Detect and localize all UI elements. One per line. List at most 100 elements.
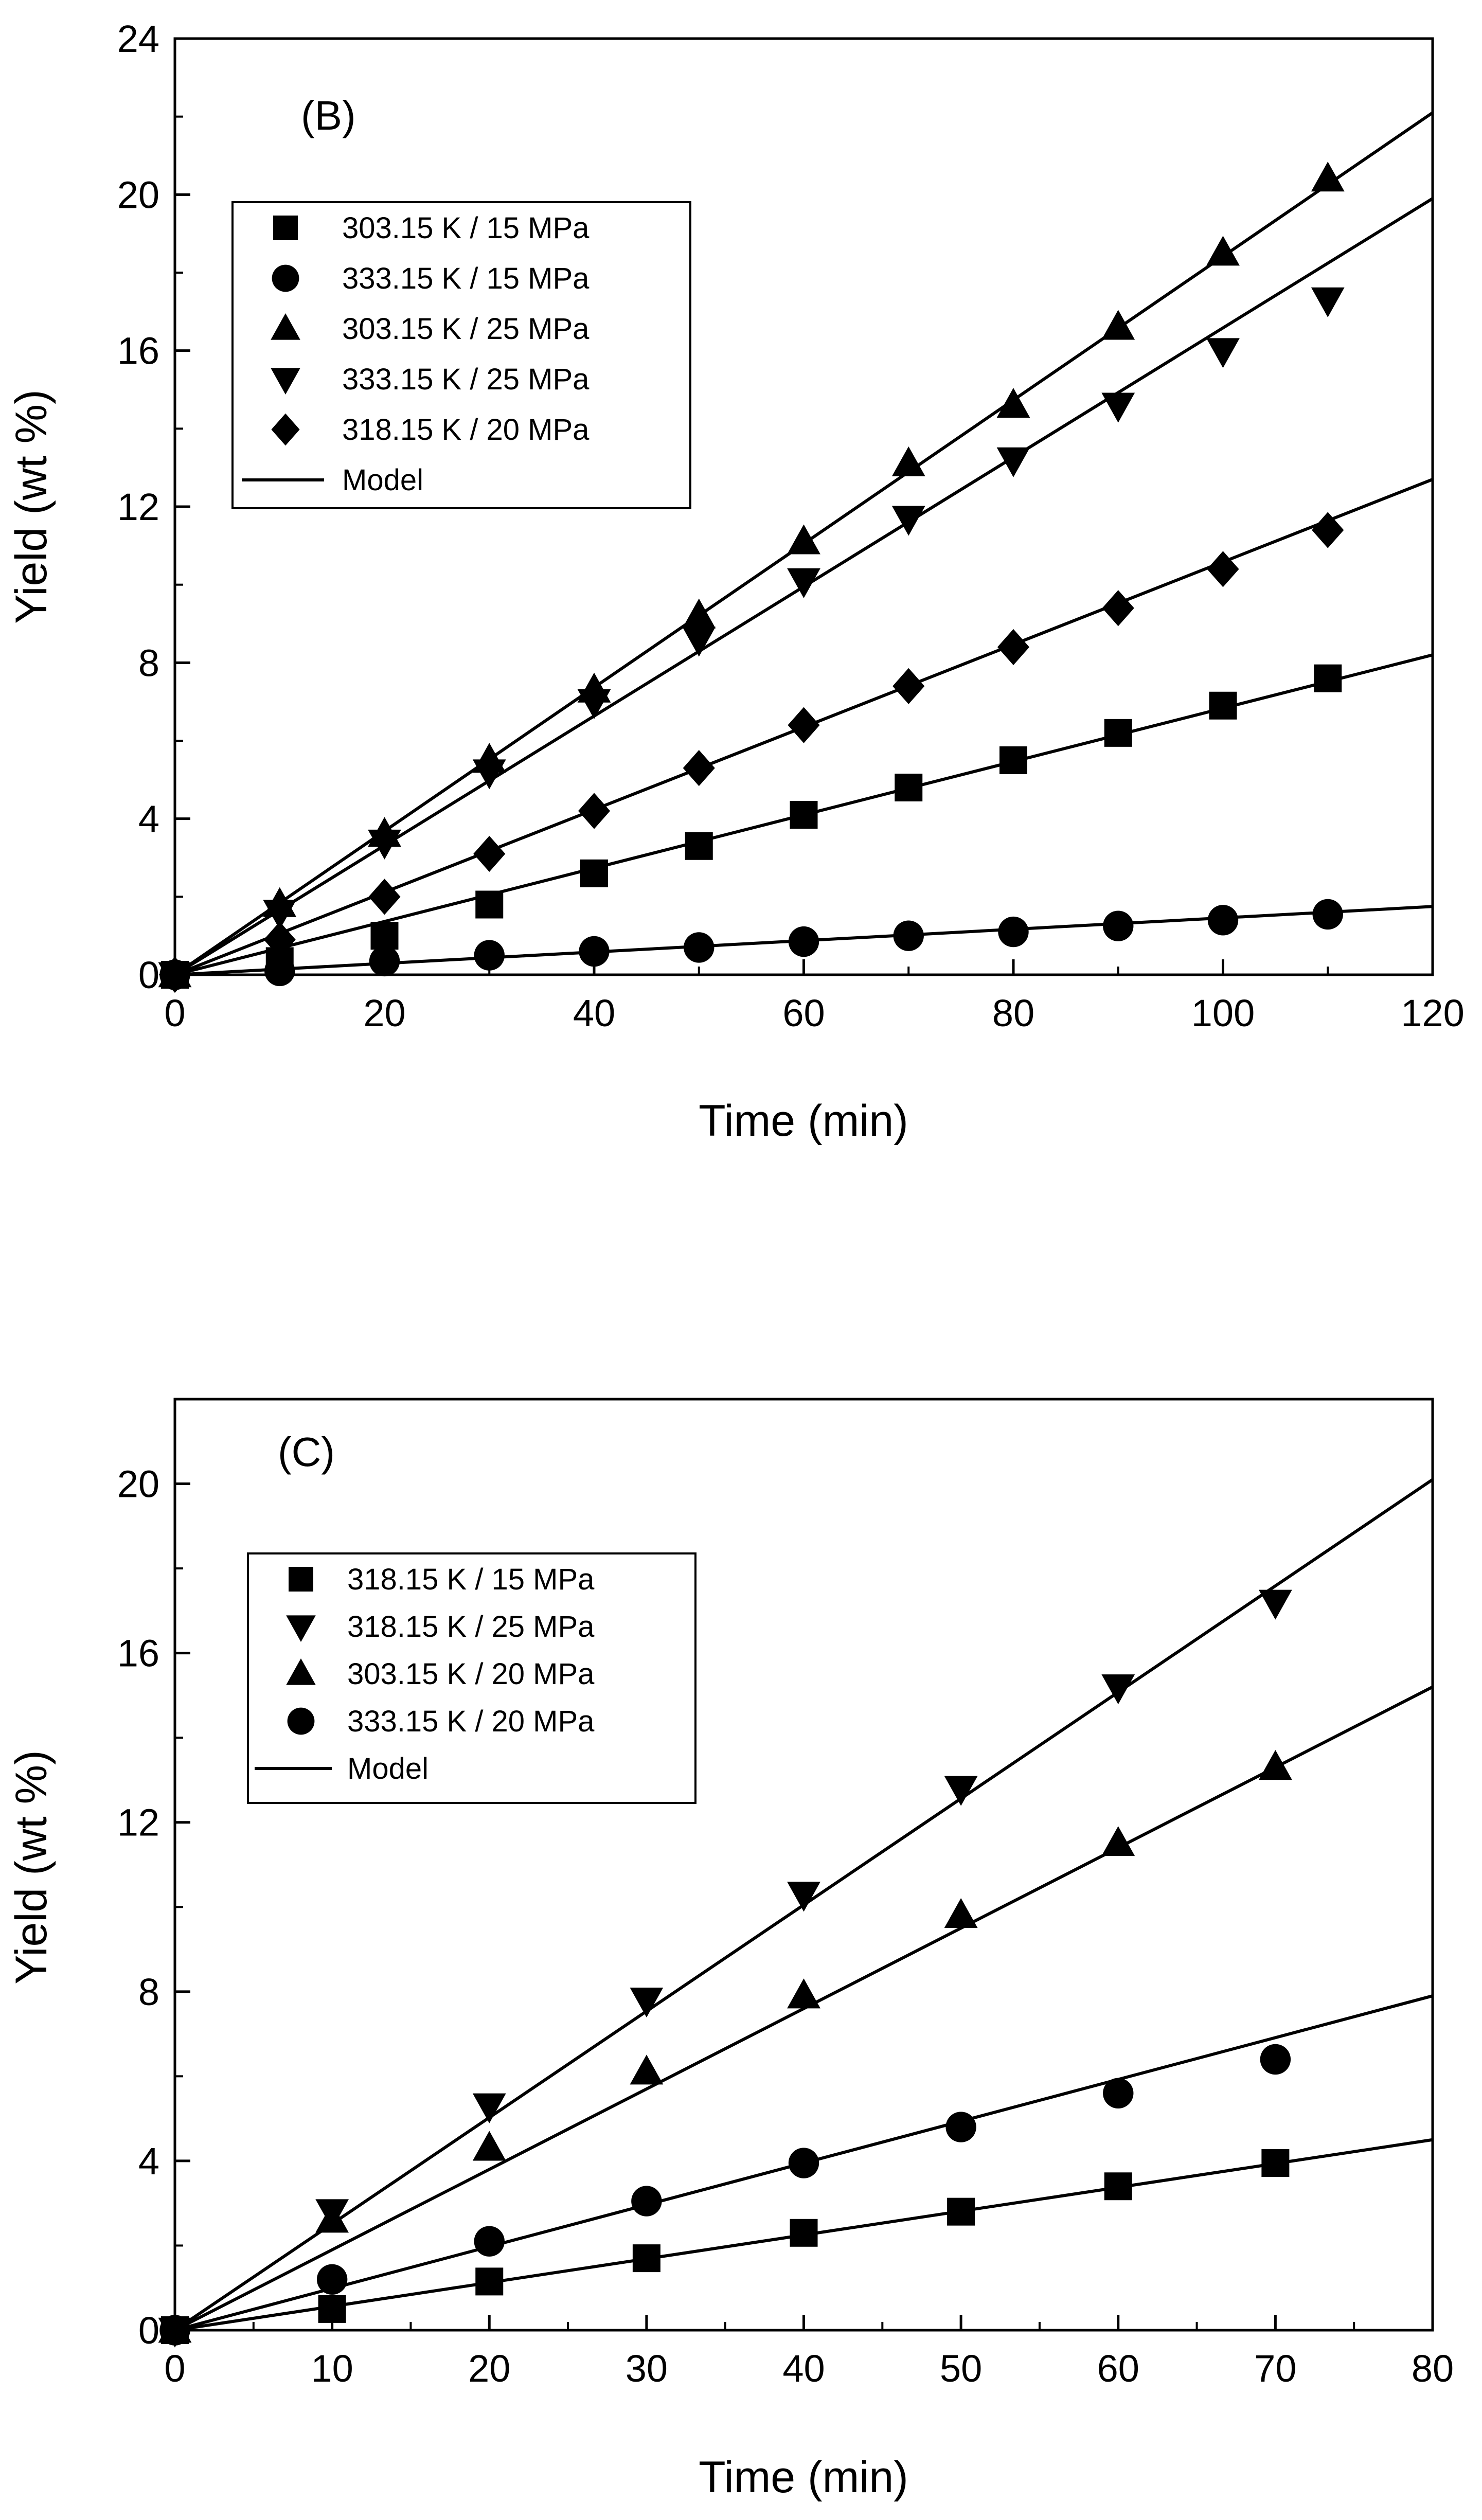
- panel-c-point-333-15-k-20-mpa: [316, 2264, 348, 2295]
- panel-b-point-303-15-k-15-mpa: [685, 832, 713, 860]
- panel-b-point-318-15-k-20-mpa: [158, 956, 191, 993]
- panel-b-point-333-15-k-15-mpa: [1103, 910, 1134, 941]
- panel-b-legend-symbol-318-15-k-20-mpa: [271, 413, 300, 446]
- panel-b-point-303-15-k-15-mpa: [1209, 691, 1237, 720]
- panel-b-point-303-15-k-25-mpa: [891, 446, 925, 476]
- panel-b-x-tick-label: 20: [363, 992, 405, 1034]
- panel-b-point-303-15-k-25-mpa: [1311, 162, 1345, 192]
- panel-b-point-318-15-k-20-mpa: [368, 879, 401, 915]
- panel-c-point-333-15-k-20-mpa: [1103, 2078, 1134, 2108]
- panel-b-y-tick-label: 24: [117, 17, 159, 60]
- panel-b-point-333-15-k-25-mpa: [1206, 338, 1240, 368]
- panel-c-point-333-15-k-20-mpa: [1260, 2044, 1291, 2075]
- panel-c-legend-symbol-318-15-k-25-mpa: [286, 1615, 316, 1642]
- panel-b-point-333-15-k-15-mpa: [684, 932, 715, 963]
- panel-b-point-303-15-k-25-mpa: [682, 598, 716, 629]
- panel-b-point-318-15-k-20-mpa: [683, 749, 715, 787]
- panel-b-y-tick-label: 8: [138, 641, 159, 684]
- panel-b-point-333-15-k-25-mpa: [682, 627, 716, 657]
- panel-c-point-318-15-k-25-mpa: [630, 1987, 664, 2018]
- panel-b-point-303-15-k-15-mpa: [999, 746, 1027, 774]
- panel-c-point-318-15-k-15-mpa: [632, 2244, 660, 2273]
- panel-b-point-303-15-k-15-mpa: [475, 890, 504, 919]
- panel-b-markers: [158, 162, 1345, 993]
- panel-c-legend-label-333-15-k-20-mpa: 333.15 K / 20 MPa: [347, 1705, 595, 1738]
- panel-b-legend-symbol-333-15-k-25-mpa: [271, 368, 300, 395]
- panel-b-point-303-15-k-15-mpa: [790, 801, 818, 829]
- panel-c-legend-label-model: Model: [347, 1752, 428, 1785]
- panel-c-point-333-15-k-20-mpa: [474, 2226, 505, 2257]
- panel-b-tag: (B): [301, 93, 356, 138]
- panel-c-y-tick-label: 8: [138, 1971, 159, 2013]
- panel-b-legend-label-333-15-k-25-mpa: 333.15 K / 25 MPa: [342, 363, 590, 396]
- panel-b-y-tick-label: 16: [117, 330, 159, 372]
- panel-b-legend-label-318-15-k-20-mpa: 318.15 K / 20 MPa: [342, 413, 590, 446]
- panel-c-x-tick-label: 40: [782, 2347, 825, 2390]
- panel-b-point-303-15-k-15-mpa: [580, 859, 608, 887]
- panel-b-point-303-15-k-25-mpa: [996, 388, 1030, 418]
- panel-b-point-318-15-k-20-mpa: [788, 707, 820, 743]
- panel-c-y-tick-label: 4: [138, 2140, 159, 2183]
- panel-c-legend-symbol-303-15-k-20-mpa: [286, 1658, 316, 1685]
- panel-c-point-333-15-k-20-mpa: [788, 2148, 819, 2178]
- panel-b-chart: 0 20 40 60 80 100 120 0 4 8 12 16 20 24 Time (min) Yi…: [7, 17, 1465, 1146]
- panel-b-point-318-15-k-20-mpa: [1312, 512, 1344, 548]
- panel-c-point-318-15-k-15-mpa: [790, 2219, 818, 2247]
- panel-c-x-axis-title: Time (min): [699, 2453, 908, 2502]
- panel-c-x-tick-label: 20: [468, 2347, 510, 2390]
- panel-b-x-tick-label: 80: [992, 992, 1034, 1034]
- panel-c-point-318-15-k-15-mpa: [947, 2197, 975, 2226]
- panel-b-legend-symbol-303-15-k-25-mpa: [271, 313, 300, 340]
- panel-c-x-tick-label: 50: [940, 2347, 982, 2390]
- panel-c-point-318-15-k-15-mpa: [1261, 2149, 1290, 2177]
- panel-b-legend-symbol-333-15-k-15-mpa: [272, 264, 299, 292]
- panel-b-x-tick-label: 40: [573, 992, 615, 1034]
- panel-c-point-318-15-k-15-mpa: [475, 2267, 504, 2296]
- panel-c-y-tick-label: 20: [117, 1463, 159, 1506]
- panel-b-point-318-15-k-20-mpa: [473, 835, 506, 872]
- panel-c-point-333-15-k-20-mpa: [945, 2112, 976, 2142]
- panel-c-legend-label-303-15-k-20-mpa: 303.15 K / 20 MPa: [347, 1657, 595, 1691]
- panel-c-legend-label-318-15-k-25-mpa: 318.15 K / 25 MPa: [347, 1610, 595, 1643]
- panel-c-point-303-15-k-20-mpa: [630, 2054, 664, 2085]
- panel-b-point-303-15-k-15-mpa: [370, 922, 399, 950]
- panel-c-y-tick-label: 12: [117, 1801, 159, 1844]
- panel-b-point-333-15-k-15-mpa: [1312, 899, 1343, 930]
- panel-c-point-303-15-k-20-mpa: [472, 2131, 506, 2161]
- panel-b-legend-label-model: Model: [342, 463, 423, 497]
- panel-c-point-318-15-k-25-mpa: [1258, 1589, 1292, 1620]
- panel-c-x-tick-label: 30: [626, 2347, 668, 2390]
- panel-c-x-tick-label: 70: [1254, 2347, 1296, 2390]
- panel-c-x-tick-label: 10: [311, 2347, 353, 2390]
- panel-b-x-tick-label: 120: [1401, 992, 1464, 1034]
- panel-c-legend-label-318-15-k-15-mpa: 318.15 K / 15 MPa: [347, 1563, 595, 1596]
- panel-b-point-333-15-k-25-mpa: [472, 759, 506, 790]
- panel-c-point-303-15-k-20-mpa: [944, 1898, 978, 1928]
- panel-c-y-axis-title: Yield (wt %): [7, 1750, 56, 1985]
- panel-b-point-318-15-k-20-mpa: [997, 629, 1030, 666]
- panel-b-tick-labels: 0 20 40 60 80 100 120 0 4 8 12 16 20 24: [117, 17, 1465, 1034]
- panel-c-x-tick-label: 80: [1412, 2347, 1454, 2390]
- panel-b-legend-box: [231, 201, 691, 509]
- panel-b-point-318-15-k-20-mpa: [1207, 551, 1239, 587]
- panel-b-legend-symbol-303-15-k-15-mpa: [273, 216, 298, 240]
- panel-b-y-axis-title: Yield (wt %): [7, 389, 56, 624]
- panel-b-point-303-15-k-25-mpa: [787, 524, 820, 555]
- panel-c-tag: (C): [278, 1429, 335, 1475]
- panel-c-chart: 0 10 20 30 40 50 60 70 80 0 4 8 12 16 20 Time (min) Yi…: [7, 1398, 1454, 2502]
- panel-b-point-333-15-k-15-mpa: [369, 945, 400, 977]
- panel-b-point-333-15-k-15-mpa: [788, 926, 819, 957]
- panel-b-point-333-15-k-15-mpa: [474, 940, 505, 971]
- panel-c-point-318-15-k-25-mpa: [787, 1882, 820, 1912]
- panel-b-point-303-15-k-15-mpa: [895, 774, 923, 801]
- panel-c-point-318-15-k-25-mpa: [944, 1776, 978, 1806]
- panel-b-point-333-15-k-25-mpa: [577, 689, 611, 719]
- panel-c-model-line-303-15-k-20-mpa: [174, 1685, 1434, 2332]
- panel-c-point-303-15-k-20-mpa: [1101, 1826, 1135, 1856]
- panel-c-point-303-15-k-20-mpa: [315, 2203, 349, 2233]
- panel-c-legend-symbol-318-15-k-15-mpa: [289, 1567, 313, 1592]
- panel-b-point-303-15-k-15-mpa: [1104, 719, 1132, 747]
- panel-b-y-tick-label: 12: [117, 486, 159, 528]
- panel-b-point-333-15-k-25-mpa: [1101, 392, 1135, 423]
